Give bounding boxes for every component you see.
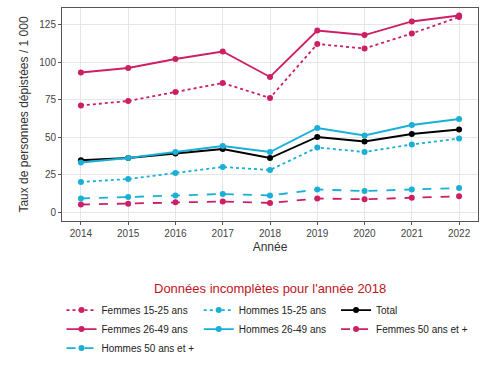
svg-text:2014: 2014 <box>70 228 93 239</box>
svg-text:2015: 2015 <box>117 228 140 239</box>
svg-text:0: 0 <box>50 207 56 218</box>
svg-text:Année: Année <box>253 240 288 254</box>
svg-text:50: 50 <box>45 132 57 143</box>
svg-text:25: 25 <box>45 169 57 180</box>
svg-text:2018: 2018 <box>259 228 282 239</box>
svg-text:2020: 2020 <box>353 228 376 239</box>
svg-text:Total: Total <box>376 305 397 316</box>
svg-text:Femmes 26-49 ans: Femmes 26-49 ans <box>102 324 188 335</box>
svg-text:Taux de personnes dépistées /: Taux de personnes dépistées / 1 000 <box>17 16 31 212</box>
svg-text:Femmes 15-25 ans: Femmes 15-25 ans <box>102 305 188 316</box>
svg-text:125: 125 <box>39 19 56 30</box>
svg-text:Hommes 50 ans et +: Hommes 50 ans et + <box>102 343 195 354</box>
svg-text:75: 75 <box>45 94 57 105</box>
svg-text:2021: 2021 <box>401 228 424 239</box>
svg-text:Hommes 15-25 ans: Hommes 15-25 ans <box>239 305 326 316</box>
svg-text:Hommes 26-49 ans: Hommes 26-49 ans <box>239 324 326 335</box>
svg-text:2019: 2019 <box>306 228 329 239</box>
svg-text:2022: 2022 <box>448 228 471 239</box>
svg-text:Données incomplètes pour l'ann: Données incomplètes pour l'année 2018 <box>154 281 386 296</box>
svg-text:2016: 2016 <box>164 228 187 239</box>
svg-text:2017: 2017 <box>212 228 235 239</box>
svg-text:100: 100 <box>39 57 56 68</box>
svg-text:Femmes 50 ans et +: Femmes 50 ans et + <box>376 324 468 335</box>
